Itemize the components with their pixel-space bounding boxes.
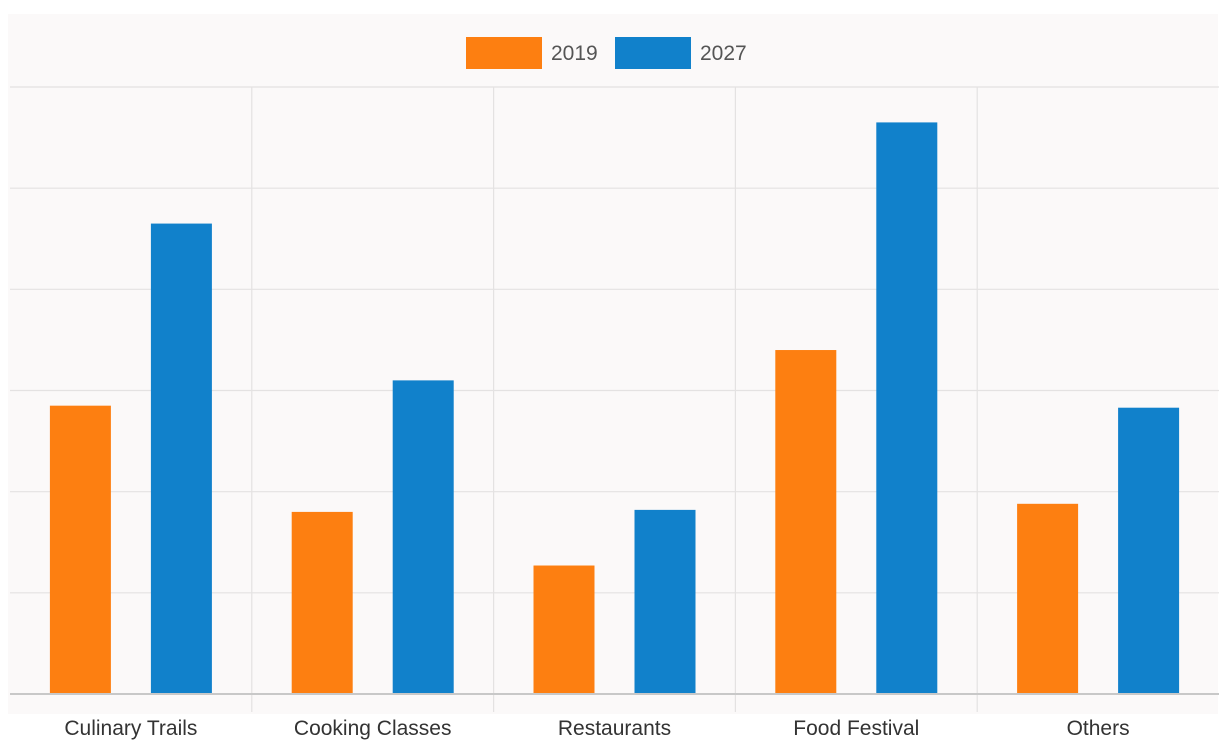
legend-swatch-2027 bbox=[615, 37, 691, 69]
bar-2027-culinary-trails bbox=[150, 223, 212, 694]
x-tick-labels: Culinary Trails Cooking Classes Restaurant… bbox=[64, 717, 1129, 740]
bar-2027-food-festival bbox=[876, 122, 938, 695]
bar-2027-cooking-classes bbox=[392, 380, 454, 694]
bars bbox=[49, 122, 1180, 695]
bar-2019-cooking-classes bbox=[291, 511, 353, 694]
x-tick-label: Food Festival bbox=[793, 717, 919, 740]
bar-2019-food-festival bbox=[775, 350, 837, 694]
x-tick-label: Culinary Trails bbox=[64, 717, 197, 740]
x-tick-label: Others bbox=[1067, 717, 1130, 740]
legend-label-2019: 2019 bbox=[551, 42, 598, 65]
legend: 2019 2027 bbox=[466, 37, 747, 69]
bar-2019-others bbox=[1017, 503, 1079, 694]
x-tick-label: Cooking Classes bbox=[294, 717, 452, 740]
legend-swatch-2019 bbox=[466, 37, 542, 69]
bar-2027-others bbox=[1118, 407, 1180, 694]
x-tick-label: Restaurants bbox=[558, 717, 671, 740]
bar-2019-culinary-trails bbox=[49, 405, 111, 694]
bar-2027-restaurants bbox=[634, 509, 696, 694]
bar-2019-restaurants bbox=[533, 565, 595, 694]
legend-label-2027: 2027 bbox=[700, 42, 747, 65]
